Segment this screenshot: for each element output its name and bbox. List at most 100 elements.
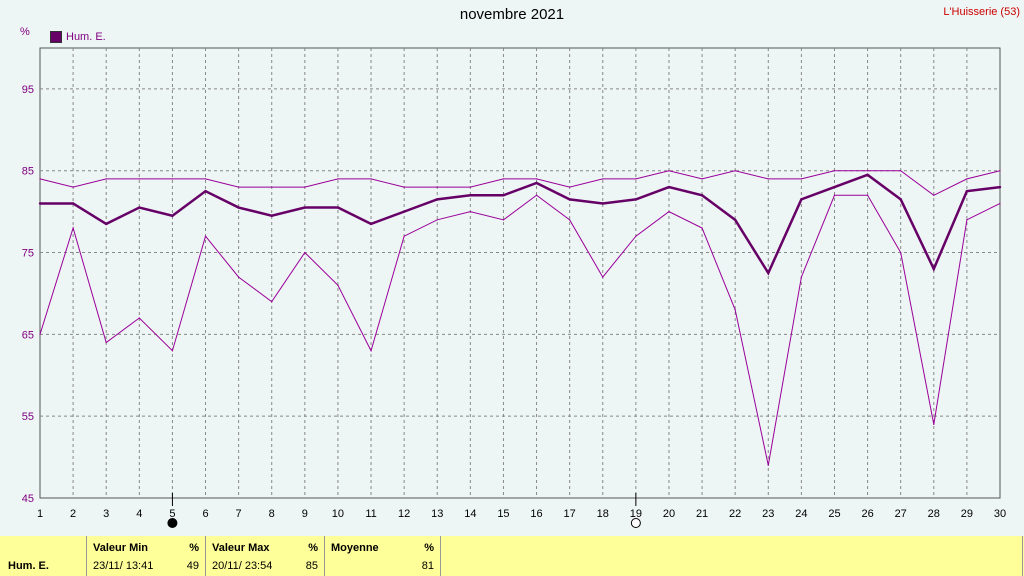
data-point-min xyxy=(635,235,637,237)
x-tick-label: 9 xyxy=(302,508,308,520)
x-tick-label: 25 xyxy=(828,508,840,520)
data-point-mean xyxy=(767,271,770,275)
data-point-mean xyxy=(469,194,472,197)
footer-min-label: Valeur Min xyxy=(93,542,149,554)
x-tick-label: 21 xyxy=(696,508,708,520)
data-point-max xyxy=(767,178,769,180)
legend-label: Hum. E. xyxy=(66,31,106,43)
data-point-max xyxy=(966,178,968,180)
x-tick-label: 15 xyxy=(497,508,509,520)
data-point-mean xyxy=(204,189,207,193)
x-tick-label: 3 xyxy=(103,508,109,520)
x-tick-label: 5 xyxy=(169,508,175,520)
x-tick-label: 11 xyxy=(365,508,376,520)
data-point-min xyxy=(933,423,935,425)
data-point-min xyxy=(105,341,107,344)
footer-mean-label: Moyenne xyxy=(331,542,379,554)
x-tick-label: 6 xyxy=(202,508,208,520)
plot-frame xyxy=(39,47,1001,499)
data-point-min xyxy=(701,227,703,229)
data-point-min xyxy=(72,227,74,229)
data-point-min xyxy=(436,219,438,221)
data-point-mean xyxy=(833,185,836,189)
x-tick-label: 7 xyxy=(236,508,242,520)
data-point-min xyxy=(602,276,604,278)
x-tick-label: 8 xyxy=(269,508,275,520)
y-tick-label: 45 xyxy=(22,493,34,505)
data-point-mean xyxy=(402,210,406,213)
data-point-mean xyxy=(71,202,75,205)
data-point-mean xyxy=(138,206,141,209)
data-point-max xyxy=(469,186,471,188)
x-tick-label: 22 xyxy=(729,508,741,520)
new-moon-icon xyxy=(167,518,178,528)
data-point-max xyxy=(39,178,41,180)
y-tick-label: 55 xyxy=(22,411,34,423)
data-point-min xyxy=(999,202,1001,205)
footer-mean-value: 81 xyxy=(421,560,434,572)
data-point-mean xyxy=(667,185,671,189)
data-point-max xyxy=(602,178,604,180)
footer-max-unit: % xyxy=(308,542,318,554)
data-point-min xyxy=(403,235,405,237)
x-tick-label: 12 xyxy=(398,508,410,520)
x-tick-label: 23 xyxy=(762,508,774,520)
data-point-min xyxy=(535,194,538,196)
data-point-min xyxy=(469,211,471,213)
data-point-mean xyxy=(436,198,439,201)
data-point-min xyxy=(204,235,207,237)
data-point-max xyxy=(734,170,736,172)
data-point-mean xyxy=(369,222,373,226)
data-point-mean xyxy=(38,202,42,205)
data-point-min xyxy=(866,194,869,196)
data-point-max xyxy=(933,194,935,196)
x-tick-label: 4 xyxy=(136,508,142,520)
legend: Hum. E. xyxy=(50,31,106,43)
data-point-max xyxy=(304,186,306,188)
data-point-max xyxy=(105,178,107,180)
y-tick-label: 65 xyxy=(22,329,34,341)
data-point-min xyxy=(767,464,769,466)
data-point-mean xyxy=(866,173,869,177)
footer-min-value: 49 xyxy=(186,560,199,572)
x-tick-label: 29 xyxy=(961,508,973,520)
chart-title: novembre 2021 xyxy=(459,6,565,23)
data-point-max xyxy=(138,178,140,180)
data-point-min xyxy=(171,350,174,352)
x-tick-label: 14 xyxy=(464,508,476,520)
data-point-mean xyxy=(568,198,571,201)
footer-max-cell: Valeur Max % 20/11/ 23:54 85 xyxy=(206,536,325,576)
series-min-line xyxy=(39,194,1001,466)
footer-empty-cell xyxy=(441,536,1023,576)
footer-max-date: 20/11/ 23:54 xyxy=(212,560,273,572)
data-point-max xyxy=(569,186,571,188)
data-point-min xyxy=(138,317,140,319)
data-point-mean xyxy=(800,198,803,201)
x-tick-label: 2 xyxy=(70,508,76,520)
x-tick-label: 18 xyxy=(597,508,609,520)
data-point-max xyxy=(635,178,637,180)
data-point-min xyxy=(271,301,273,303)
full-moon-icon xyxy=(630,518,641,528)
x-tick-label: 13 xyxy=(431,508,443,520)
footer-mean-unit: % xyxy=(424,542,434,554)
data-point-mean xyxy=(965,189,969,193)
data-point-max xyxy=(370,178,372,180)
chart: 1 2 3 4 5 6 7 8 9 10 11 12 13 14 15 16 17 18 19 20 21 22 23 24 2… xyxy=(22,47,1006,528)
data-point-mean xyxy=(502,194,505,197)
station-label: L'Huisserie (53) xyxy=(943,6,1020,18)
legend-swatch xyxy=(50,31,62,43)
data-point-min xyxy=(900,251,902,254)
data-point-max xyxy=(403,186,405,188)
x-tick-label: 19 xyxy=(630,508,642,520)
data-point-max xyxy=(72,186,74,188)
footer-min-unit: % xyxy=(189,542,199,554)
footer-max-label: Valeur Max xyxy=(212,542,270,554)
data-point-min xyxy=(39,333,41,335)
x-tick-label: 16 xyxy=(530,508,542,520)
x-tick-label: 28 xyxy=(928,508,940,520)
data-point-min xyxy=(966,219,968,221)
data-point-mean xyxy=(634,198,638,201)
data-point-max xyxy=(204,178,207,180)
data-point-mean xyxy=(700,194,704,197)
